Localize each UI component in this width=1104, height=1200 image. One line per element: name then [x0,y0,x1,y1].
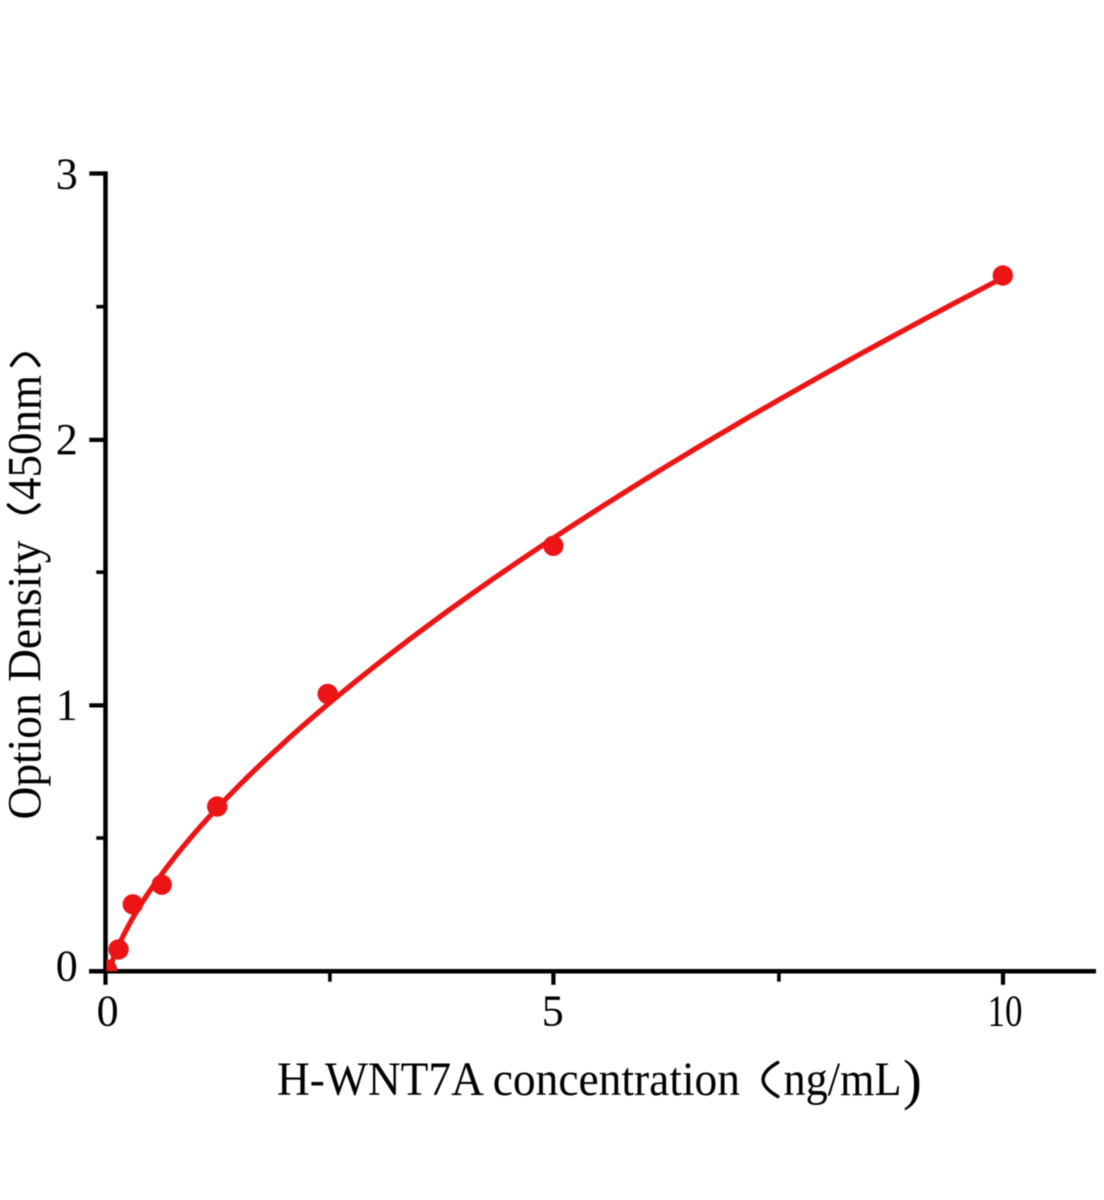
svg-text:10: 10 [988,987,1023,1036]
svg-text:2: 2 [56,415,78,464]
svg-text:450nm: 450nm [0,375,51,500]
svg-text:H-WNT7A concentration: H-WNT7A concentration [277,1053,740,1106]
svg-text:5: 5 [542,987,564,1036]
svg-text:ng/mL: ng/mL [784,1053,902,1106]
svg-text:0: 0 [97,987,119,1036]
svg-text:0: 0 [56,942,78,991]
svg-text:): ) [903,1049,922,1111]
svg-text:3: 3 [56,150,78,199]
svg-text:1: 1 [56,681,78,730]
svg-text:Option Density: Option Density [0,541,51,820]
